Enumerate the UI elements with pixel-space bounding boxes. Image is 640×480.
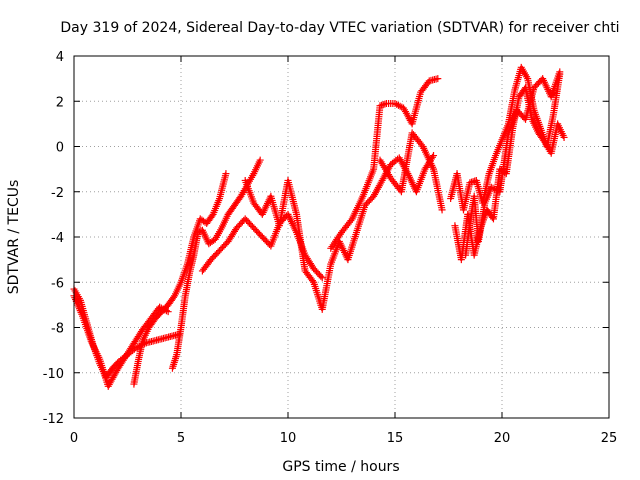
- data-point: [318, 274, 326, 282]
- data-point: [256, 156, 264, 164]
- x-tick-label: 15: [387, 431, 404, 446]
- series-trace-g: [327, 75, 442, 252]
- data-point: [222, 170, 230, 178]
- data-point: [308, 277, 316, 285]
- x-axis-label: GPS time / hours: [282, 459, 399, 475]
- y-tick-label: 0: [56, 141, 64, 156]
- x-tick-label: 25: [601, 431, 618, 446]
- data-point: [560, 133, 568, 141]
- grid-lines: [74, 56, 609, 418]
- y-tick-label: -12: [43, 412, 64, 427]
- data-point: [317, 272, 325, 280]
- data-point: [347, 217, 355, 225]
- y-tick-label: 2: [56, 95, 64, 110]
- series-trace-k: [462, 68, 564, 259]
- y-axis-label: SDTVAR / TECUs: [6, 180, 22, 295]
- data-points: [70, 63, 568, 390]
- y-tick-label: -4: [51, 231, 64, 246]
- x-tick-label: 20: [494, 431, 511, 446]
- y-tick-label: -2: [51, 186, 64, 201]
- x-tick-label: 0: [70, 431, 78, 446]
- data-point: [434, 75, 442, 83]
- series-trace-h: [376, 129, 446, 214]
- axis-ticks: 0 5 10 15 20 25 -12 -10 -8 -6 -4 -2 0 2 4: [43, 50, 618, 446]
- data-point: [430, 152, 438, 160]
- x-tick-label: 10: [280, 431, 297, 446]
- data-point: [556, 68, 564, 76]
- data-point: [438, 206, 446, 214]
- chart-title: Day 319 of 2024, Sidereal Day-to-day VTE…: [60, 20, 619, 36]
- x-tick-label: 5: [177, 431, 185, 446]
- series-trace-d: [168, 156, 264, 372]
- data-point: [417, 141, 425, 149]
- y-tick-label: -8: [51, 322, 64, 337]
- y-tick-label: -6: [51, 276, 64, 291]
- series-trace-f: [241, 152, 438, 313]
- y-tick-label: 4: [56, 50, 64, 65]
- data-point: [164, 308, 172, 316]
- y-tick-label: -10: [43, 367, 64, 382]
